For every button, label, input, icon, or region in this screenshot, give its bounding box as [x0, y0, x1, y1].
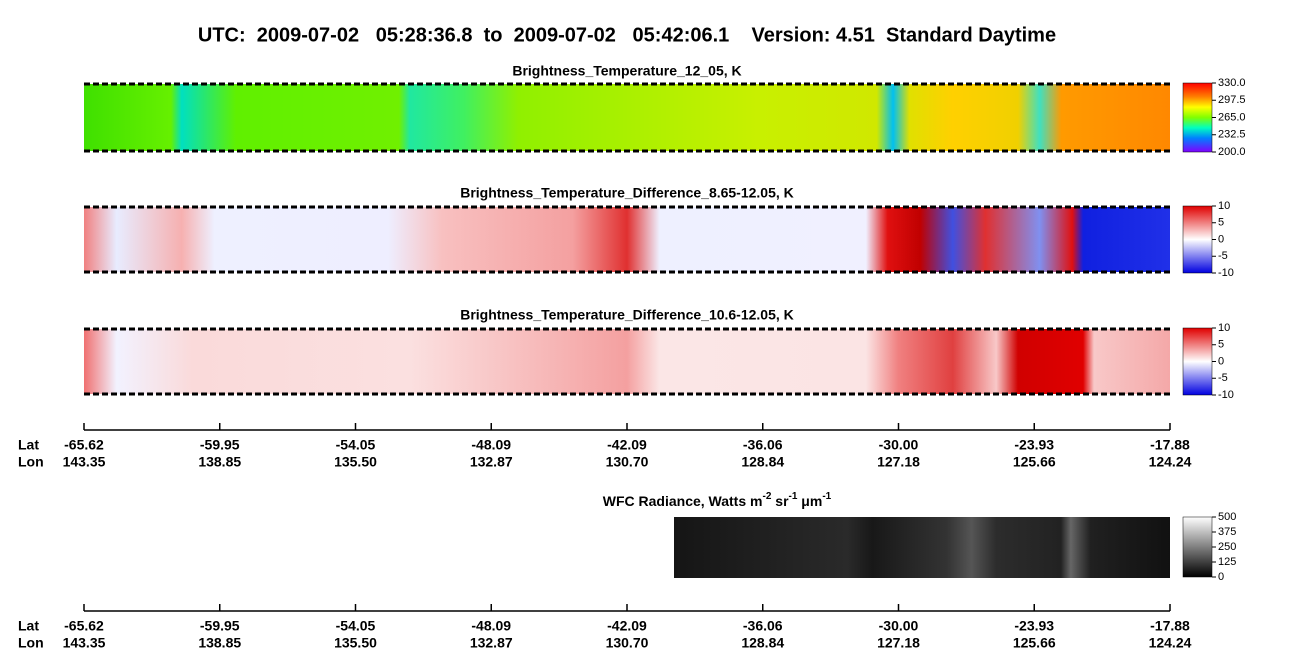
colorbar-label: 10	[1218, 322, 1230, 334]
lat-tick-label: -17.88	[1150, 618, 1190, 634]
title-part: sr	[771, 493, 789, 509]
colorbar-label: 200.0	[1218, 146, 1246, 158]
colorbar-label: 0	[1218, 571, 1224, 583]
panel-title: Brightness_Temperature_Difference_10.6-1…	[460, 307, 794, 323]
lat-tick-label: -42.09	[607, 618, 647, 634]
swath-image	[84, 329, 1170, 394]
lon-tick-label: 125.66	[1013, 635, 1056, 651]
lon-tick-label: 135.50	[334, 635, 377, 651]
page-title: UTC: 2009-07-02 05:28:36.8 to 2009-07-02…	[198, 24, 1056, 46]
lon-tick-label: 132.87	[470, 635, 513, 651]
lat-tick-label: -30.00	[879, 437, 919, 453]
lat-tick-label: -48.09	[471, 618, 511, 634]
colorbar-label: -5	[1218, 372, 1228, 384]
colorbar-label: 0	[1218, 355, 1224, 367]
lat-label: Lat	[18, 618, 39, 634]
lon-tick-label: 143.35	[63, 454, 106, 470]
colorbar-label: 297.5	[1218, 94, 1246, 106]
title-part: -2	[762, 491, 771, 502]
lon-tick-label: 124.24	[1149, 635, 1192, 651]
lat-tick-label: -48.09	[471, 437, 511, 453]
colorbar-label: 0	[1218, 233, 1224, 245]
swath-image	[84, 207, 1170, 272]
colorbar	[1182, 205, 1213, 274]
lat-tick-label: -23.93	[1014, 437, 1054, 453]
lat-tick-label: -42.09	[607, 437, 647, 453]
colorbar-label: 5	[1218, 339, 1224, 351]
colorbar-label: 10	[1218, 200, 1230, 212]
colorbar	[1182, 82, 1213, 153]
colorbar-label: -5	[1218, 250, 1228, 262]
lon-tick-label: 128.84	[741, 635, 784, 651]
lon-label: Lon	[18, 635, 44, 651]
title-part: μm	[797, 493, 822, 509]
title-part: WFC Radiance, Watts m	[603, 493, 763, 509]
colorbar-label: 500	[1218, 511, 1236, 523]
lon-tick-label: 127.18	[877, 454, 920, 470]
lat-tick-label: -30.00	[879, 618, 919, 634]
lat-label: Lat	[18, 437, 39, 453]
lon-tick-label: 138.85	[198, 635, 241, 651]
colorbar	[1182, 516, 1213, 578]
colorbar-label: -10	[1218, 267, 1234, 279]
lon-tick-label: 130.70	[606, 454, 649, 470]
lon-label: Lon	[18, 454, 44, 470]
swath-image	[674, 517, 1170, 578]
swath-image	[84, 84, 1170, 151]
colorbar-label: 232.5	[1218, 129, 1246, 141]
colorbar-label: 375	[1218, 526, 1236, 538]
colorbar	[1182, 327, 1213, 396]
title-part: -1	[822, 491, 831, 502]
lat-tick-label: -54.05	[336, 437, 376, 453]
title-part: -1	[789, 491, 798, 502]
colorbar-label: 5	[1218, 217, 1224, 229]
lat-tick-label: -59.95	[200, 618, 240, 634]
colorbar-label: 250	[1218, 541, 1236, 553]
lat-tick-label: -36.06	[743, 437, 783, 453]
lat-tick-label: -65.62	[64, 618, 104, 634]
panel-title: Brightness_Temperature_12_05, K	[512, 63, 741, 79]
lat-tick-label: -23.93	[1014, 618, 1054, 634]
lon-tick-label: 128.84	[741, 454, 784, 470]
lat-tick-label: -59.95	[200, 437, 240, 453]
lon-tick-label: 132.87	[470, 454, 513, 470]
lon-tick-label: 127.18	[877, 635, 920, 651]
panel-title: WFC Radiance, Watts m-2 sr-1 μm-1	[603, 491, 832, 509]
colorbar-label: 330.0	[1218, 77, 1246, 89]
lon-tick-label: 138.85	[198, 454, 241, 470]
lon-tick-label: 130.70	[606, 635, 649, 651]
lon-tick-label: 124.24	[1149, 454, 1192, 470]
colorbar-label: 125	[1218, 556, 1236, 568]
lat-tick-label: -17.88	[1150, 437, 1190, 453]
panel-title: Brightness_Temperature_Difference_8.65-1…	[460, 185, 794, 201]
lon-tick-label: 125.66	[1013, 454, 1056, 470]
lat-tick-label: -65.62	[64, 437, 104, 453]
colorbar-label: -10	[1218, 389, 1234, 401]
lon-tick-label: 143.35	[63, 635, 106, 651]
lat-tick-label: -36.06	[743, 618, 783, 634]
lon-tick-label: 135.50	[334, 454, 377, 470]
lat-tick-label: -54.05	[336, 618, 376, 634]
colorbar-label: 265.0	[1218, 111, 1246, 123]
